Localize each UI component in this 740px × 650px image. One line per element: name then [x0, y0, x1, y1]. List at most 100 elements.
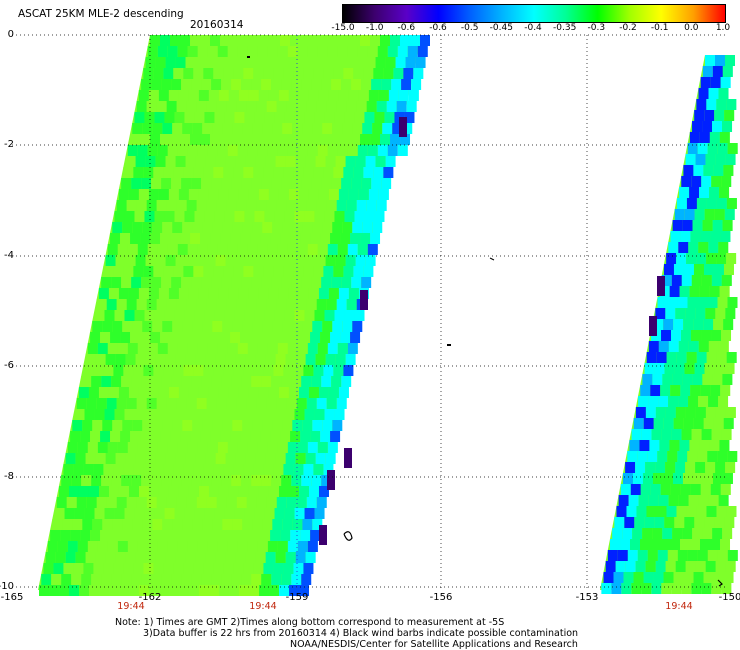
swath-cell — [367, 46, 378, 57]
swath-cell — [203, 563, 214, 574]
swath-cell — [321, 376, 332, 387]
swath-cell — [281, 376, 292, 387]
swath-cell — [187, 244, 198, 255]
swath-cell — [178, 90, 189, 101]
swath-cell — [245, 156, 256, 167]
swath-cell — [171, 574, 182, 585]
swath-cell — [343, 266, 354, 277]
swath-cell — [665, 561, 676, 572]
swath-cell — [100, 332, 111, 343]
swath-cell — [56, 497, 67, 508]
swath-cell — [311, 277, 322, 288]
swath-cell — [709, 286, 720, 297]
colorbar-tick-label: 1.0 — [715, 23, 731, 33]
swath-cell — [696, 253, 707, 264]
swath-cell — [605, 561, 616, 572]
swath-cell — [108, 288, 119, 299]
swath-cell — [241, 376, 252, 387]
swath-cell — [161, 79, 172, 90]
swath-cell — [368, 189, 379, 200]
swath-cell — [152, 420, 163, 431]
swath-cell — [72, 420, 83, 431]
swath-cell — [285, 354, 296, 365]
swath-cell — [244, 310, 255, 321]
swath-cell — [200, 233, 211, 244]
swath-cell — [267, 343, 278, 354]
swath-cell — [120, 332, 131, 343]
swath-cell — [273, 68, 284, 79]
swath-cell — [253, 365, 264, 376]
swath-cell — [687, 143, 698, 154]
swath-cell — [228, 288, 239, 299]
swath-cell — [156, 101, 167, 112]
swath-cell — [110, 431, 121, 442]
swath-cell — [360, 35, 370, 46]
swath-cell — [180, 35, 190, 46]
swath-cell — [292, 519, 303, 530]
swath-cell — [220, 332, 231, 343]
swath-cell — [703, 264, 714, 275]
swath-cell — [195, 57, 206, 68]
swath-cell — [665, 308, 676, 319]
swath-cell — [110, 233, 121, 244]
swath-cell — [351, 79, 362, 90]
swath-cell — [151, 574, 162, 585]
swath-cell — [255, 255, 266, 266]
swath-cell — [314, 112, 325, 123]
swath-cell — [685, 462, 696, 473]
swath-cell — [328, 288, 339, 299]
swath-cell — [140, 134, 151, 145]
swath-cell — [51, 574, 62, 585]
swath-cell — [202, 519, 213, 530]
swath-cell — [295, 156, 306, 167]
swath-cell — [290, 35, 300, 46]
swath-cell — [268, 189, 279, 200]
swath-cell — [383, 167, 394, 178]
swath-cell — [233, 563, 244, 574]
swath-cell — [166, 299, 177, 310]
colorbar-tick-label: -0.1 — [650, 23, 669, 33]
swath-cell — [112, 420, 123, 431]
swath-cell — [381, 79, 392, 90]
swath-cell — [627, 451, 638, 462]
swath-cell — [241, 79, 252, 90]
swath-cell — [644, 517, 655, 528]
swath-cell — [247, 244, 258, 255]
swath-cell — [238, 189, 249, 200]
swath-cell — [709, 132, 720, 143]
swath-cell — [700, 539, 711, 550]
swath-cell — [219, 585, 230, 596]
swath-cell — [157, 541, 168, 552]
swath-cell — [390, 35, 400, 46]
swath-cell — [223, 464, 234, 475]
swath-cell — [78, 387, 89, 398]
swath-cell — [125, 552, 136, 563]
swath-cell — [650, 484, 661, 495]
swath-cell — [101, 376, 112, 387]
swath-cell — [101, 277, 112, 288]
swath-cell — [178, 288, 189, 299]
swath-cell — [154, 310, 165, 321]
swath-cell — [96, 497, 107, 508]
swath-cell — [291, 178, 302, 189]
swath-cell — [170, 431, 181, 442]
swath-cell — [635, 561, 646, 572]
swath-cell — [131, 376, 142, 387]
swath-cell — [687, 451, 698, 462]
swath-cell — [103, 464, 114, 475]
swath-cell — [181, 79, 192, 90]
swath-cell — [356, 101, 367, 112]
swath-cell — [294, 112, 305, 123]
swath-cell — [107, 343, 118, 354]
swath-cell — [131, 475, 142, 486]
swath-cell — [686, 352, 697, 363]
swath-cell — [712, 121, 723, 132]
swath-cell — [185, 255, 196, 266]
swath-cell — [699, 187, 710, 198]
swath-cell — [105, 453, 116, 464]
swath-cell — [105, 552, 116, 563]
swath-cell — [180, 530, 191, 541]
swath-cell — [677, 297, 688, 308]
swath-cell — [214, 211, 225, 222]
colorbar-tick-label: -0.6 — [429, 23, 447, 33]
